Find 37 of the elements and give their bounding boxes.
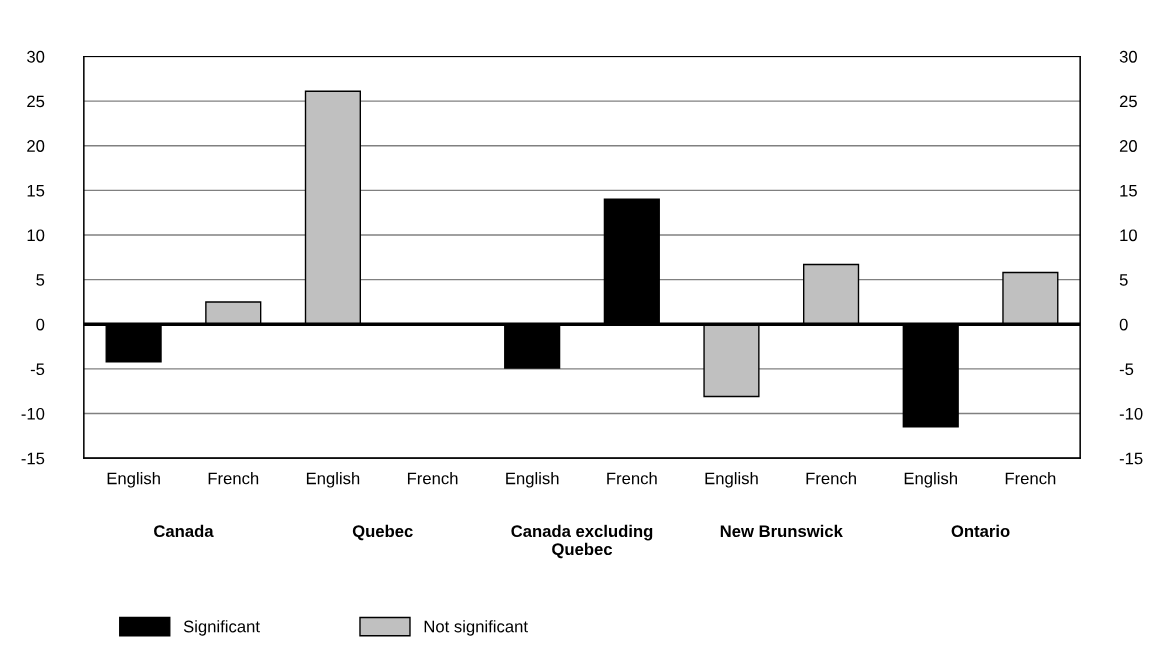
y2-tick-label: -10 [1119,407,1143,420]
y2-tick-label: 5 [1119,274,1128,286]
x-tick-label: French [407,472,458,485]
text: New Brunswick [720,524,843,538]
x-tick-label: French [1005,472,1056,485]
legend-label: Significant [183,620,260,636]
y2-tick-label: 20 [1119,140,1137,152]
y2-tick-label: 30 [1119,50,1137,63]
x-tick-label: English [306,472,360,488]
y-tick-label: -15 [21,452,45,465]
y-tick-label: 15 [27,184,45,197]
x-tick-label: English [705,472,758,488]
y2-tick-label: -15 [1119,452,1143,465]
y-tick-label: 20 [27,140,45,152]
y2-tick-label: 0 [1119,318,1128,331]
x-tick-label: French [806,472,856,485]
x-tick-label: English [107,472,160,488]
text: Canada excluding Quebec [511,524,653,559]
y2-tick-label: 10 [1120,229,1137,242]
y-tick-label: -10 [21,407,45,420]
text: Ontario [951,524,1010,538]
y2-tick-label: -5 [1119,363,1134,376]
y-tick-label: -5 [30,363,45,376]
text: Quebec [352,524,413,541]
y2-tick-label: 25 [1119,95,1137,108]
x-tick-label: French [208,472,259,485]
text: Canada [154,524,214,538]
y-tick-label: 0 [36,318,45,331]
legend-label: Not significant [424,620,528,636]
y-tick-label: 10 [27,229,45,242]
y-tick-label: 30 [27,50,45,63]
y2-tick-label: 15 [1120,184,1137,197]
x-tick-label: English [904,472,957,488]
x-tick-label: French [607,472,657,485]
y-tick-label: 25 [27,95,45,108]
x-tick-label: English [506,472,559,488]
y-tick-label: 5 [36,274,45,286]
